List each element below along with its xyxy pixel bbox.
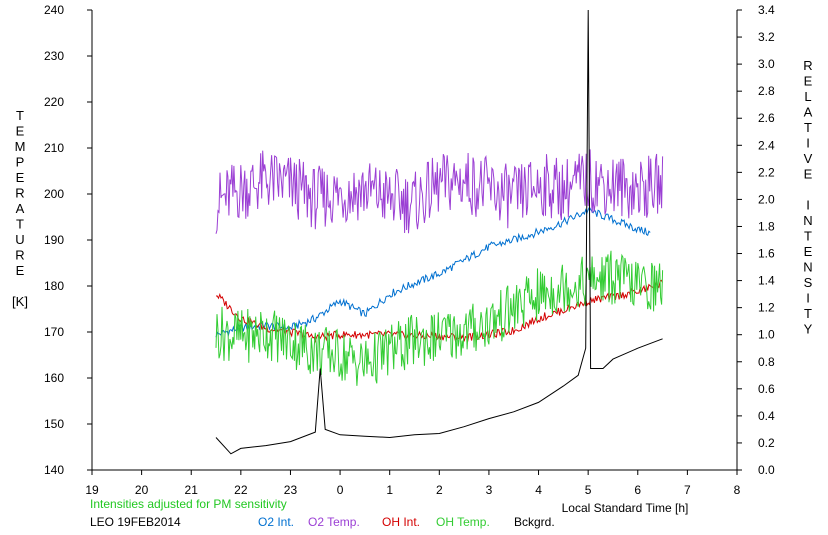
right-y-tick-label: 3.2 [758, 30, 775, 44]
left-axis-title-char: T [16, 108, 24, 123]
plot-frame [91, 10, 738, 471]
left-axis-title-char: E [16, 124, 25, 139]
right-y-tick-label: 3.0 [758, 57, 775, 71]
right-y-tick-label: 1.6 [758, 247, 775, 261]
right-y-tick-label: 2.2 [758, 165, 775, 179]
x-tick-label: 0 [337, 483, 344, 497]
right-y-tick-label: 1.2 [758, 301, 775, 315]
right-axis-title-char: S [804, 275, 813, 290]
right-y-tick-label: 1.0 [758, 328, 775, 342]
series-line-o2-temp- [215, 149, 664, 234]
sensitivity-note: Intensities adjusted for PM sensitivity [90, 497, 287, 511]
series-line-o2-int- [215, 206, 651, 338]
right-y-tick-label: 1.8 [758, 219, 775, 233]
legend-o2-temp: O2 Temp. [308, 515, 360, 529]
left-axis-title-char: E [16, 263, 25, 278]
right-axis-title-char: Y [804, 322, 813, 337]
left-axis-title-char: R [15, 248, 24, 263]
right-axis-title-char: R [803, 58, 812, 73]
x-tick-label: 7 [684, 483, 691, 497]
right-axis-title-char: I [806, 291, 810, 306]
x-tick-label: 19 [85, 483, 99, 497]
series-line-oh-temp- [215, 250, 664, 386]
legend-bckgrd: Bckgrd. [514, 515, 555, 529]
left-axis-title-char: E [16, 170, 25, 185]
right-y-tick-label: 0.8 [758, 355, 775, 369]
x-tick-label: 5 [585, 483, 592, 497]
left-y-tick-label: 180 [44, 279, 64, 293]
right-axis-title-char: T [804, 120, 812, 135]
left-axis-title-char: M [15, 139, 26, 154]
left-axis-title-char: P [16, 155, 25, 170]
x-tick-label: 21 [185, 483, 199, 497]
left-y-tick-label: 150 [44, 417, 64, 431]
right-axis-title-char: T [804, 229, 812, 244]
right-y-tick-label: 1.4 [758, 274, 775, 288]
right-axis-title-char: T [804, 306, 812, 321]
right-axis-title-char: E [804, 244, 813, 259]
left-y-tick-label: 200 [44, 187, 64, 201]
right-axis-title-char: E [804, 74, 813, 89]
series-line-bckgrd- [215, 9, 663, 455]
left-y-axis: 140 150 160 170 180 190 200 210 220 230 240 [44, 3, 92, 477]
left-y-tick-label: 210 [44, 141, 64, 155]
x-tick-label: 3 [486, 483, 493, 497]
legend: O2 Int. O2 Temp. OH Int. OH Temp. Bckgrd… [258, 515, 555, 529]
left-axis-title-char: A [16, 201, 25, 216]
right-axis-title-char: I [806, 198, 810, 213]
left-axis-title-char: [K] [12, 294, 28, 309]
right-y-tick-label: 0.6 [758, 382, 775, 396]
right-y-tick-label: 2.4 [758, 138, 775, 152]
right-y-tick-label: 2.6 [758, 111, 775, 125]
right-axis-title-char: I [806, 136, 810, 151]
x-tick-label: 1 [386, 483, 393, 497]
right-y-axis: 0.0 0.2 0.4 0.6 0.8 1.0 1.2 1.4 1.6 1.8 2.0 2.2 2.4 2… [737, 3, 775, 477]
right-y-tick-label: 2.0 [758, 192, 775, 206]
x-axis: 19 20 21 22 23 0 1 2 3 4 5 6 7 8 [85, 470, 741, 497]
left-y-tick-label: 230 [44, 49, 64, 63]
x-tick-label: 6 [634, 483, 641, 497]
station-date-label: LEO 19FEB2014 [90, 515, 181, 529]
right-axis-title-char: V [804, 151, 813, 166]
right-y-tick-label: 0.2 [758, 436, 775, 450]
x-tick-label: 22 [234, 483, 248, 497]
left-y-tick-label: 190 [44, 233, 64, 247]
left-y-tick-label: 170 [44, 325, 64, 339]
left-y-tick-label: 140 [44, 463, 64, 477]
right-axis-title-char: E [804, 167, 813, 182]
left-y-tick-label: 240 [44, 3, 64, 17]
left-axis-title-char: T [16, 217, 24, 232]
legend-oh-int: OH Int. [382, 515, 420, 529]
x-tick-label: 2 [436, 483, 443, 497]
right-axis-title-char: L [804, 89, 811, 104]
right-y-tick-label: 0.0 [758, 463, 775, 477]
left-axis-title-char: U [15, 232, 24, 247]
x-tick-label: 8 [734, 483, 741, 497]
series-group [215, 9, 664, 455]
legend-o2-int: O2 Int. [258, 515, 294, 529]
right-axis-title-char: A [804, 105, 813, 120]
right-axis-title-char: N [803, 213, 812, 228]
x-tick-label: 23 [284, 483, 298, 497]
left-axis-title-char: R [15, 186, 24, 201]
x-tick-label: 4 [535, 483, 542, 497]
legend-oh-temp: OH Temp. [436, 515, 490, 529]
x-axis-title: Local Standard Time [h] [562, 501, 689, 515]
right-axis-title-char: N [803, 260, 812, 275]
right-y-tick-label: 3.4 [758, 3, 775, 17]
right-y-tick-label: 2.8 [758, 84, 775, 98]
left-y-tick-label: 220 [44, 95, 64, 109]
x-tick-label: 20 [135, 483, 149, 497]
right-y-tick-label: 0.4 [758, 409, 775, 423]
left-y-tick-label: 160 [44, 371, 64, 385]
